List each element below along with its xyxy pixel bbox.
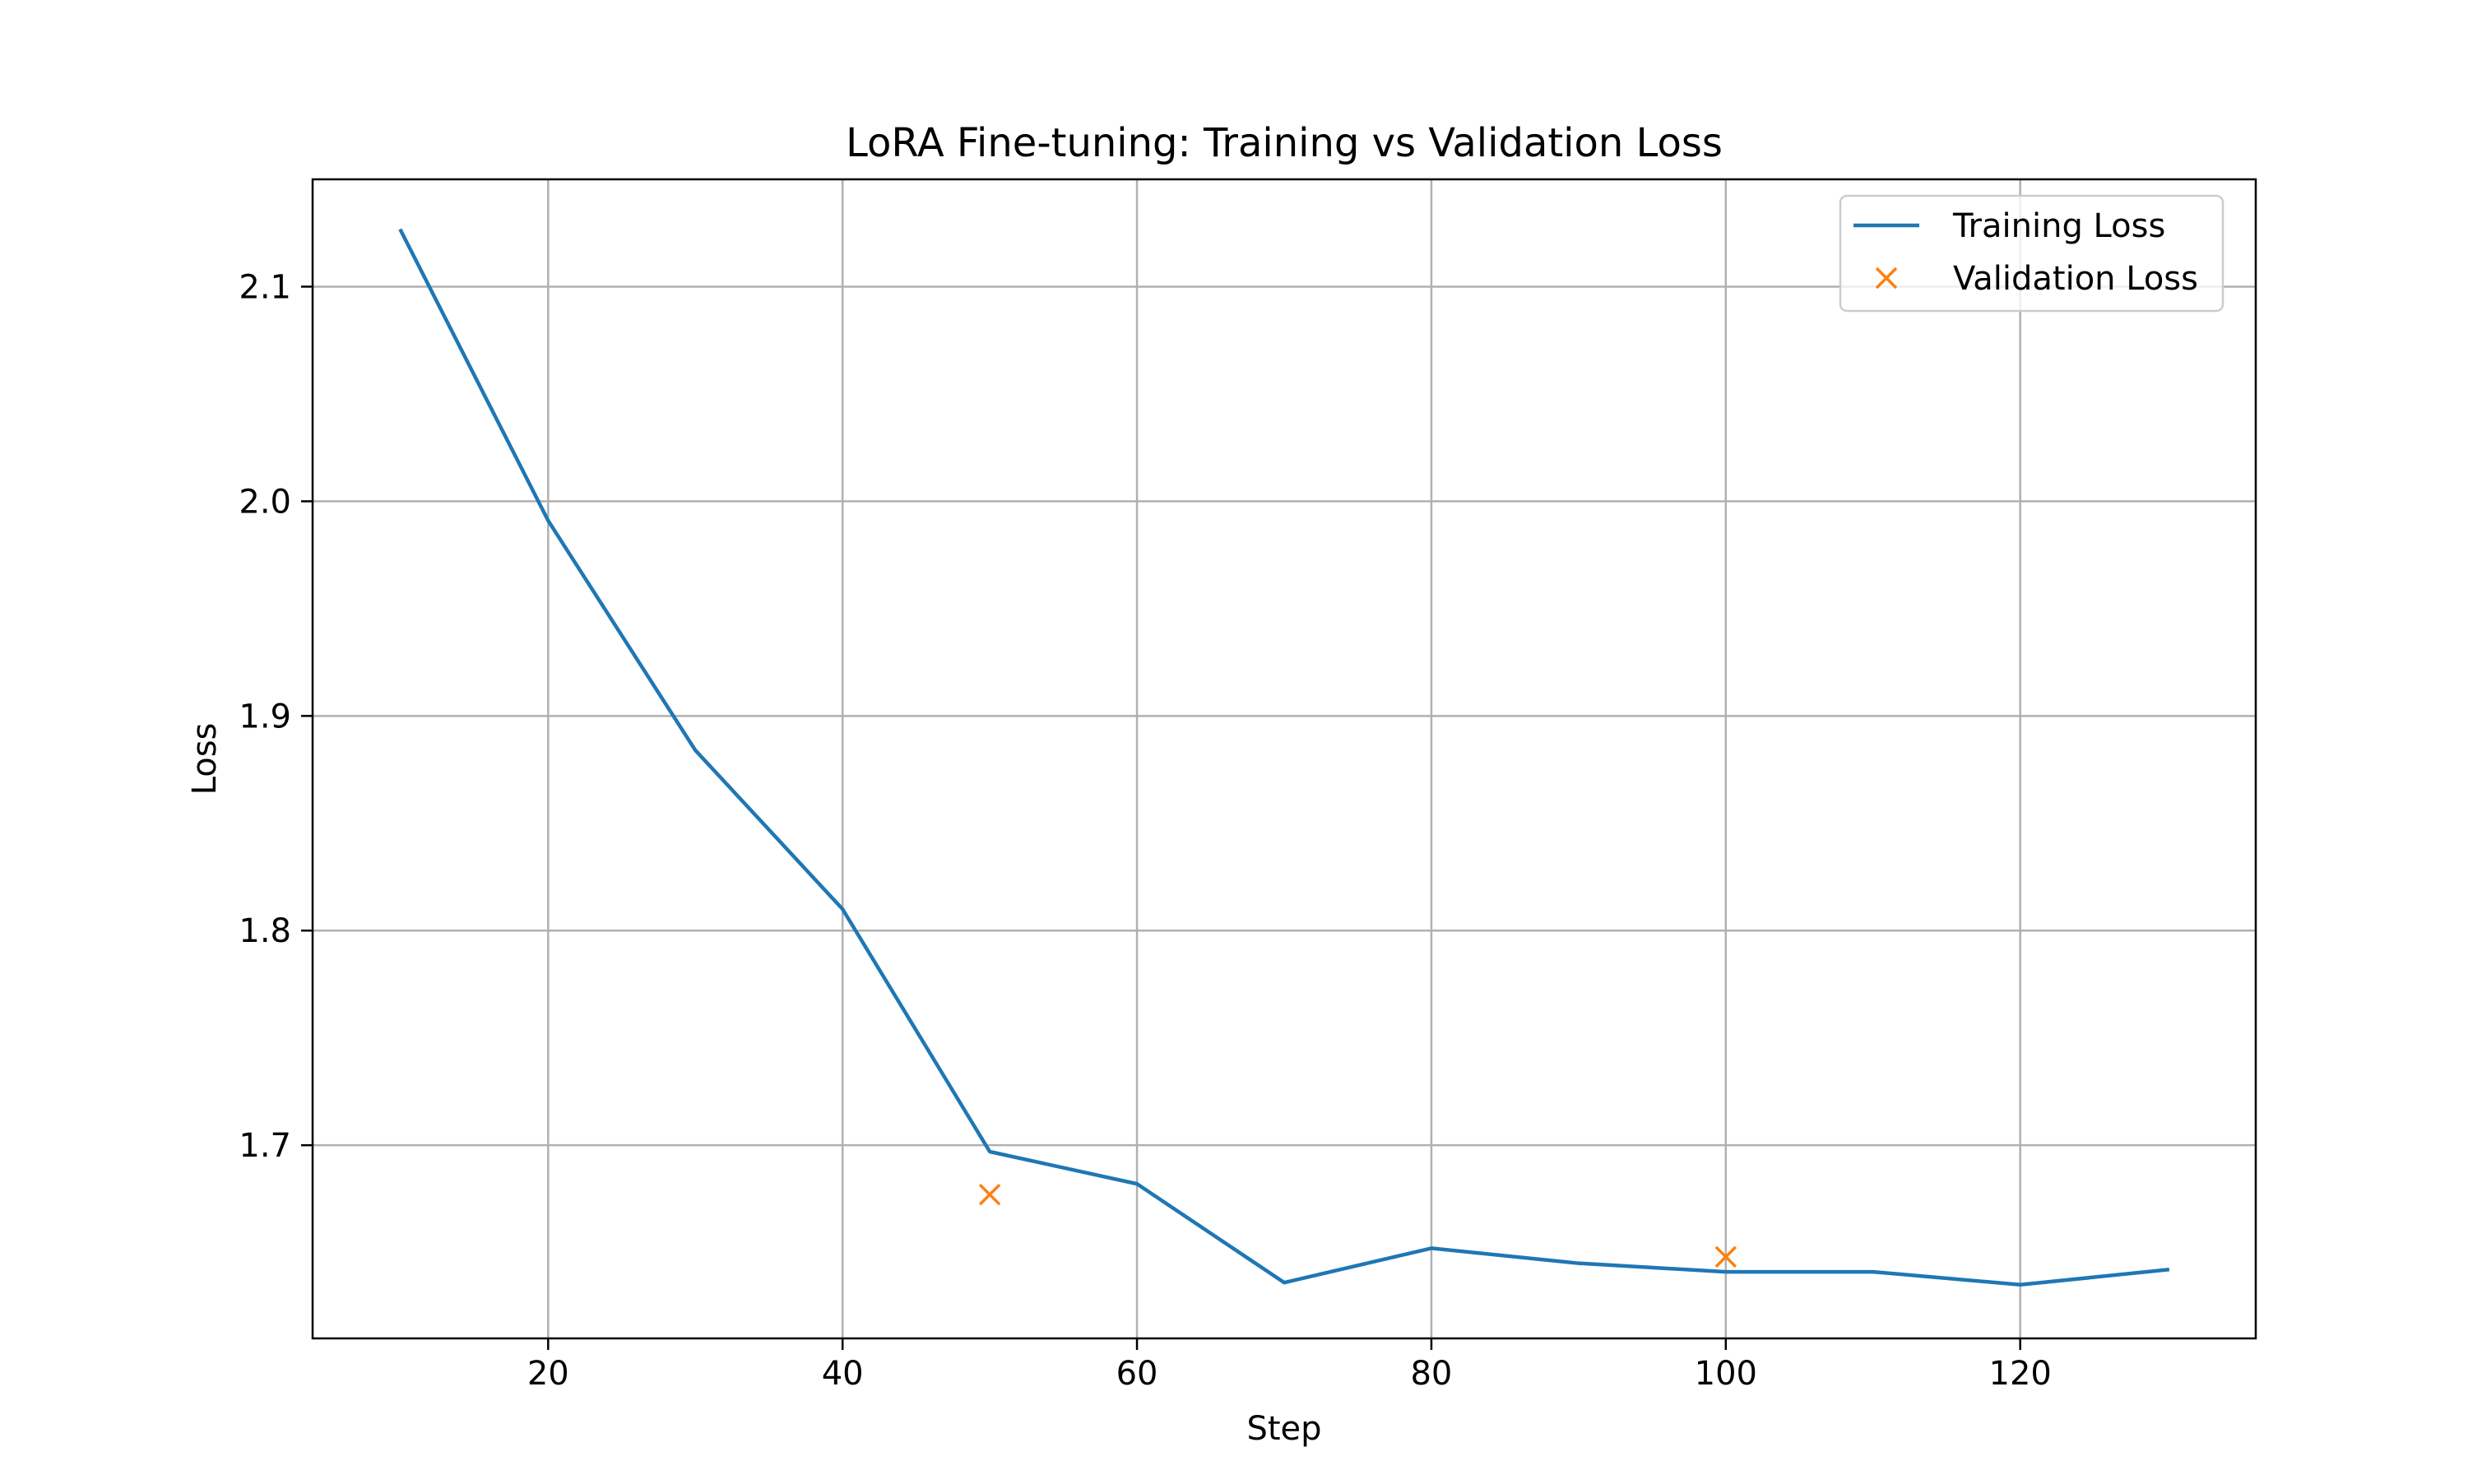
y-tick-label: 1.7 <box>239 1127 291 1165</box>
legend-label: Validation Loss <box>1953 260 2198 298</box>
training-loss-point <box>1284 1282 1285 1283</box>
legend-entry: Training Loss <box>1853 207 2165 245</box>
validation-loss-point <box>978 1183 1001 1206</box>
validation-loss-point <box>1714 1245 1737 1268</box>
x-tick-label: 40 <box>822 1355 864 1393</box>
y-tick-label: 1.8 <box>239 912 291 950</box>
training-loss-point <box>548 520 549 521</box>
plot-series <box>398 228 2170 1287</box>
y-axis-label: Loss <box>186 723 224 795</box>
training-loss-line <box>398 228 2170 1287</box>
training-loss-point <box>1725 1272 1726 1273</box>
y-tick-label: 1.9 <box>239 698 291 735</box>
chart-title: LoRA Fine-tuning: Training vs Validation… <box>846 120 1723 166</box>
training-loss-point <box>1137 1184 1138 1185</box>
training-loss-point <box>695 750 696 751</box>
axis-ticks: 20 40 60 80 100 120 1.7 1.8 1.9 2.0 2.1 <box>239 268 2052 1393</box>
y-tick-label: 2.0 <box>239 483 291 521</box>
y-tick-label: 2.1 <box>239 268 291 306</box>
x-tick-label: 80 <box>1410 1355 1452 1393</box>
legend-box <box>1839 194 2224 313</box>
legend-entry: Validation Loss <box>1875 260 2198 298</box>
x-tick-label: 100 <box>1695 1355 1757 1393</box>
x-tick-label: 20 <box>527 1355 569 1393</box>
legend-swatch-marker <box>1875 267 1898 290</box>
legend: Training Loss Validation Loss <box>1839 194 2224 313</box>
x-tick-label: 120 <box>1989 1355 2052 1393</box>
legend-label: Training Loss <box>1952 207 2165 245</box>
training-loss-point <box>1578 1263 1579 1264</box>
x-tick-label: 60 <box>1116 1355 1158 1393</box>
x-axis-label: Step <box>1246 1410 1321 1448</box>
training-loss-point <box>2167 1269 2168 1270</box>
training-loss-point <box>842 909 843 910</box>
training-loss-point <box>1872 1272 1873 1273</box>
axes-frame <box>311 178 2257 1340</box>
